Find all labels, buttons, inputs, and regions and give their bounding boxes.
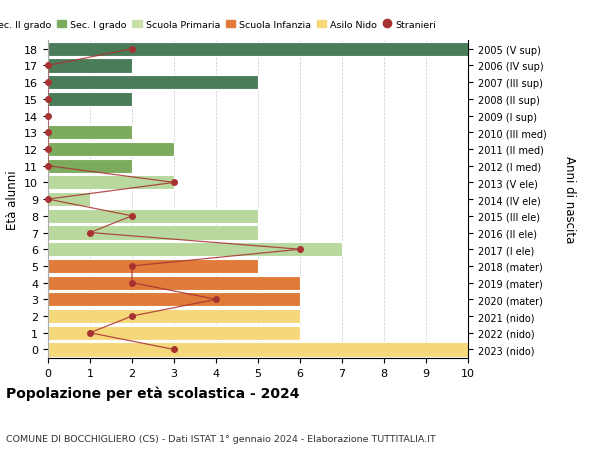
Bar — [48, 276, 300, 290]
Bar — [48, 93, 132, 107]
Point — [85, 330, 95, 337]
Text: COMUNE DI BOCCHIGLIERO (CS) - Dati ISTAT 1° gennaio 2024 - Elaborazione TUTTITAL: COMUNE DI BOCCHIGLIERO (CS) - Dati ISTAT… — [6, 434, 436, 442]
Point — [43, 196, 53, 203]
Bar — [48, 309, 300, 324]
Point — [211, 296, 221, 303]
Bar — [48, 176, 174, 190]
Point — [169, 346, 179, 353]
Bar — [48, 209, 258, 224]
Bar — [48, 143, 174, 157]
Bar — [48, 59, 132, 73]
Bar — [48, 243, 342, 257]
Point — [127, 46, 137, 53]
Point — [85, 230, 95, 237]
Y-axis label: Età alunni: Età alunni — [5, 170, 19, 230]
Point — [169, 179, 179, 187]
Y-axis label: Anni di nascita: Anni di nascita — [563, 156, 576, 243]
Bar — [48, 193, 90, 207]
Point — [127, 263, 137, 270]
Bar — [48, 342, 468, 357]
Bar — [48, 259, 258, 274]
Point — [43, 112, 53, 120]
Bar — [48, 126, 132, 140]
Point — [127, 213, 137, 220]
Bar — [48, 292, 300, 307]
Bar — [48, 226, 258, 240]
Bar — [48, 76, 258, 90]
Point — [127, 280, 137, 287]
Bar — [48, 159, 132, 174]
Point — [43, 62, 53, 70]
Text: Popolazione per età scolastica - 2024: Popolazione per età scolastica - 2024 — [6, 386, 299, 400]
Bar — [48, 43, 468, 57]
Legend: Sec. II grado, Sec. I grado, Scuola Primaria, Scuola Infanzia, Asilo Nido, Stran: Sec. II grado, Sec. I grado, Scuola Prim… — [0, 17, 440, 34]
Point — [43, 146, 53, 153]
Point — [43, 162, 53, 170]
Point — [43, 96, 53, 103]
Point — [127, 313, 137, 320]
Point — [43, 129, 53, 137]
Point — [295, 246, 305, 253]
Point — [43, 79, 53, 87]
Bar — [48, 326, 300, 340]
